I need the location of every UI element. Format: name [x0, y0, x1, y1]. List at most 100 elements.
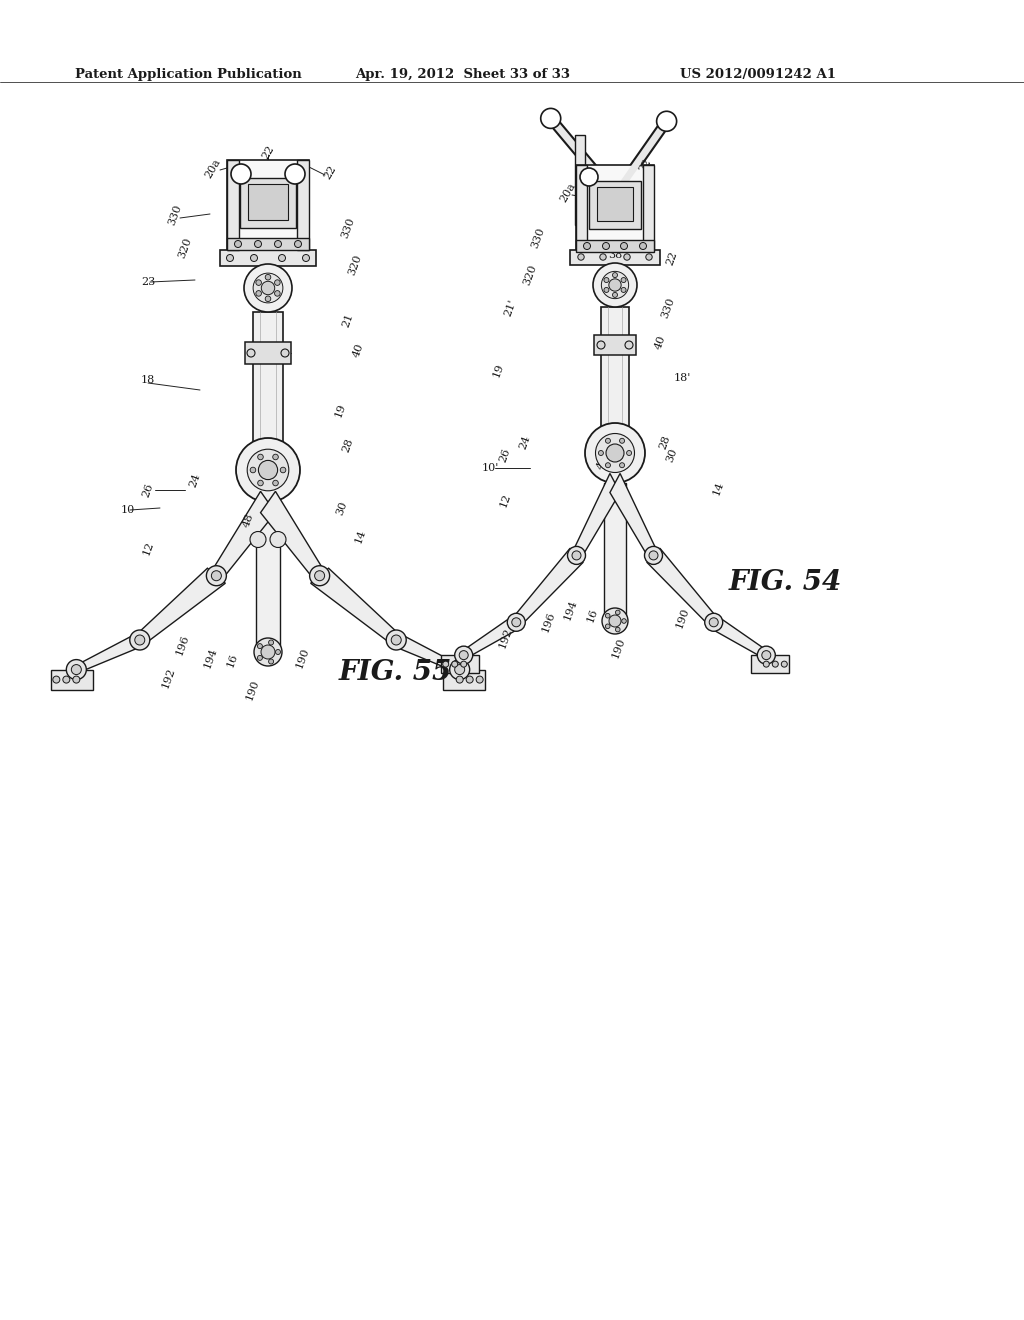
Circle shape — [452, 661, 458, 667]
Text: FIG. 55: FIG. 55 — [338, 659, 452, 685]
Bar — [643, 165, 654, 249]
Circle shape — [253, 273, 283, 302]
Circle shape — [772, 661, 778, 667]
Circle shape — [234, 240, 242, 248]
Circle shape — [763, 661, 769, 667]
Circle shape — [604, 277, 609, 282]
Circle shape — [256, 280, 261, 285]
Circle shape — [211, 570, 221, 581]
Circle shape — [602, 609, 628, 634]
Circle shape — [597, 341, 605, 348]
Polygon shape — [260, 491, 324, 581]
Circle shape — [762, 651, 771, 660]
Circle shape — [656, 111, 677, 131]
Circle shape — [512, 618, 521, 627]
Circle shape — [580, 168, 598, 186]
Circle shape — [585, 422, 645, 483]
Circle shape — [605, 624, 610, 628]
Circle shape — [627, 450, 632, 455]
Circle shape — [258, 480, 263, 486]
Circle shape — [606, 444, 624, 462]
Bar — [253, 312, 283, 451]
Circle shape — [295, 240, 301, 248]
Circle shape — [265, 296, 270, 301]
Circle shape — [274, 290, 281, 296]
Circle shape — [455, 645, 473, 664]
Text: 10': 10' — [481, 463, 499, 473]
Circle shape — [622, 288, 626, 293]
Circle shape — [258, 454, 263, 459]
Circle shape — [62, 676, 70, 682]
Circle shape — [257, 655, 262, 660]
Circle shape — [609, 615, 621, 627]
Circle shape — [302, 255, 309, 261]
Circle shape — [612, 293, 617, 297]
Text: Patent Application Publication: Patent Application Publication — [75, 69, 302, 81]
Text: 24: 24 — [187, 471, 202, 488]
Polygon shape — [442, 669, 485, 689]
Circle shape — [236, 438, 300, 502]
Circle shape — [705, 614, 723, 631]
Bar — [575, 135, 585, 224]
Polygon shape — [513, 548, 583, 627]
Circle shape — [572, 550, 581, 560]
Circle shape — [250, 467, 256, 473]
Circle shape — [476, 676, 483, 682]
Circle shape — [247, 348, 255, 356]
Circle shape — [261, 281, 274, 294]
Circle shape — [615, 627, 621, 632]
Text: 320: 320 — [347, 253, 364, 277]
Circle shape — [226, 255, 233, 261]
Circle shape — [272, 480, 279, 486]
Text: 38: 38 — [608, 249, 623, 260]
Polygon shape — [388, 636, 464, 672]
Circle shape — [622, 619, 627, 623]
Circle shape — [274, 240, 282, 248]
Text: 10: 10 — [121, 506, 135, 515]
Polygon shape — [573, 474, 621, 561]
Circle shape — [251, 255, 257, 261]
Circle shape — [605, 614, 610, 618]
Circle shape — [279, 255, 286, 261]
Circle shape — [207, 566, 226, 586]
Circle shape — [596, 433, 635, 473]
Polygon shape — [72, 636, 148, 672]
Bar — [594, 335, 636, 355]
Text: 30: 30 — [665, 446, 679, 463]
Polygon shape — [647, 548, 718, 627]
Circle shape — [309, 566, 330, 586]
Text: 26: 26 — [498, 446, 512, 463]
Circle shape — [274, 280, 281, 285]
Circle shape — [459, 651, 468, 660]
Bar — [220, 249, 316, 267]
Circle shape — [615, 610, 621, 615]
Circle shape — [612, 273, 617, 277]
Circle shape — [541, 108, 561, 128]
Bar — [609, 185, 618, 285]
Text: 330: 330 — [659, 296, 677, 319]
Circle shape — [620, 463, 625, 467]
Circle shape — [605, 438, 610, 444]
Circle shape — [456, 676, 463, 682]
Circle shape — [268, 659, 273, 664]
Bar — [256, 502, 280, 652]
Text: 192: 192 — [497, 626, 513, 649]
Text: 26: 26 — [141, 482, 155, 499]
Text: 28: 28 — [657, 433, 672, 450]
Text: 40: 40 — [653, 334, 667, 350]
Text: 190: 190 — [609, 636, 627, 660]
Circle shape — [270, 532, 286, 548]
Text: 30: 30 — [335, 499, 349, 516]
Text: 48: 48 — [595, 454, 609, 470]
Bar — [575, 240, 654, 252]
Polygon shape — [708, 618, 770, 657]
Circle shape — [622, 277, 626, 282]
Polygon shape — [751, 655, 790, 673]
Circle shape — [256, 290, 261, 296]
Text: 22: 22 — [323, 164, 338, 181]
Polygon shape — [135, 568, 225, 644]
Text: 330: 330 — [340, 216, 356, 240]
Circle shape — [649, 550, 658, 560]
Circle shape — [250, 532, 266, 548]
Circle shape — [620, 438, 625, 444]
